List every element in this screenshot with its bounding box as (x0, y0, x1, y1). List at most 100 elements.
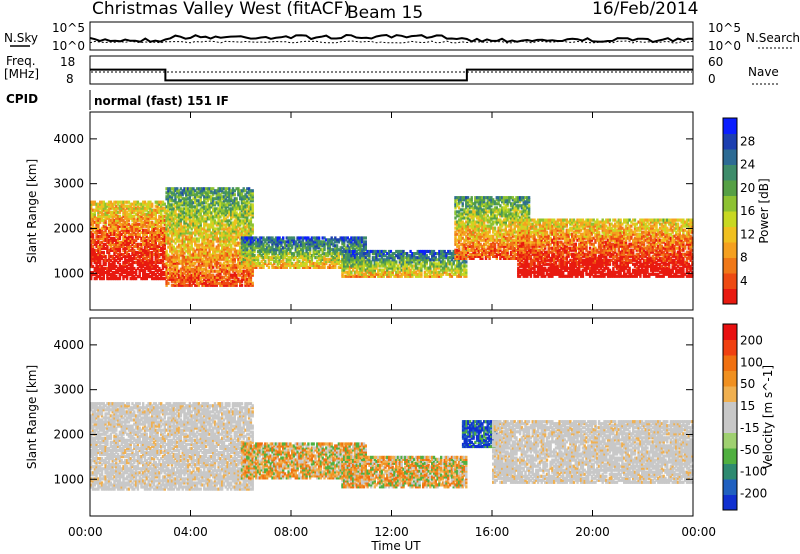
echo-cell (456, 250, 459, 254)
echo-cell (149, 200, 152, 204)
echo-cell (127, 226, 131, 230)
echo-cell (176, 257, 179, 261)
echo-cell (115, 264, 118, 269)
echo-cell (100, 228, 104, 232)
echo-cell (107, 252, 111, 257)
echo-cell (456, 210, 459, 214)
echo-cell (201, 261, 204, 265)
echo-cell (221, 223, 224, 227)
echo-cell (127, 208, 131, 212)
echo-cell (222, 245, 226, 249)
echo-cell (251, 248, 254, 252)
echo-cell (90, 222, 93, 226)
echo-cell (97, 212, 100, 216)
echo-cell (201, 239, 204, 243)
echo-cell (145, 206, 148, 210)
echo-cell (111, 228, 114, 232)
echo-cell (199, 271, 202, 275)
echo-cell (104, 230, 107, 234)
echo-cell (418, 274, 421, 278)
echo-cell (231, 281, 235, 285)
echo-cell (292, 257, 296, 262)
echo-cell (308, 265, 312, 269)
echo-cell (125, 242, 129, 246)
echo-cell (99, 275, 102, 279)
echo-cell (298, 236, 301, 240)
echo-cell (414, 252, 418, 256)
echo-cell (246, 229, 249, 233)
echo-cell (361, 257, 364, 262)
echo-cell (127, 206, 131, 210)
echo-cell (246, 191, 249, 195)
echo-cell (138, 210, 141, 214)
echo-cell (292, 252, 296, 256)
echo-cell (468, 244, 472, 248)
echo-cell (206, 211, 210, 215)
echo-cell (194, 229, 197, 233)
echo-cell (147, 202, 150, 206)
echo-cell (102, 266, 105, 271)
echo-cell (221, 209, 224, 213)
echo-cell (97, 208, 100, 212)
echo-cell (170, 205, 174, 209)
echo-cell (400, 258, 403, 262)
echo-cell (267, 257, 271, 262)
echo-cell (151, 202, 154, 206)
echo-cell (296, 252, 299, 256)
echo-cell (398, 266, 402, 270)
echo-cell (106, 208, 109, 212)
echo-cell (285, 248, 288, 252)
echo-cell (224, 273, 227, 277)
echo-cell (95, 216, 98, 220)
echo-cell (156, 258, 159, 263)
echo-cell (343, 266, 346, 270)
echo-cell (361, 268, 364, 272)
echo-cell (208, 261, 211, 265)
echo-cell (310, 236, 314, 240)
echo-cell (332, 265, 335, 269)
echo-cell (240, 261, 244, 266)
echo-cell (158, 220, 161, 224)
echo-cell (125, 268, 129, 273)
echo-cell (230, 215, 233, 219)
echo-cell (280, 254, 283, 258)
echo-cell (133, 200, 136, 204)
echo-cell (99, 266, 102, 271)
echo-cell (387, 274, 391, 278)
echo-cell (154, 268, 157, 273)
echo-cell (90, 254, 93, 259)
echo-cell (194, 261, 197, 265)
echo-cell (332, 261, 335, 266)
echo-cell (217, 189, 220, 193)
echo-cell (194, 199, 197, 203)
echo-cell (176, 195, 179, 199)
echo-cell (170, 235, 174, 239)
echo-cell (253, 238, 256, 242)
echo-cell (185, 211, 188, 215)
echo-cell (287, 259, 290, 264)
echo-cell (161, 260, 165, 265)
echo-cell (328, 240, 332, 244)
echo-cell (247, 240, 251, 244)
echo-cell (405, 262, 409, 266)
echo-cell (414, 274, 418, 278)
echo-cell (343, 242, 346, 246)
echo-cell (199, 189, 202, 193)
echo-cell (224, 203, 227, 207)
echo-cell (194, 195, 197, 199)
echo-cell (221, 211, 224, 215)
echo-cell (237, 273, 240, 277)
echo-cell (335, 246, 339, 250)
echo-cell (425, 260, 428, 264)
echo-cell (352, 258, 355, 262)
echo-cell (242, 236, 245, 240)
echo-cell (129, 264, 132, 269)
echo-cell (465, 212, 468, 216)
echo-cell (194, 243, 197, 247)
echo-cell (204, 213, 208, 217)
echo-cell (382, 270, 385, 274)
echo-cell (167, 199, 170, 203)
echo-cell (99, 236, 102, 240)
echo-cell (303, 254, 306, 258)
echo-cell (246, 223, 249, 227)
